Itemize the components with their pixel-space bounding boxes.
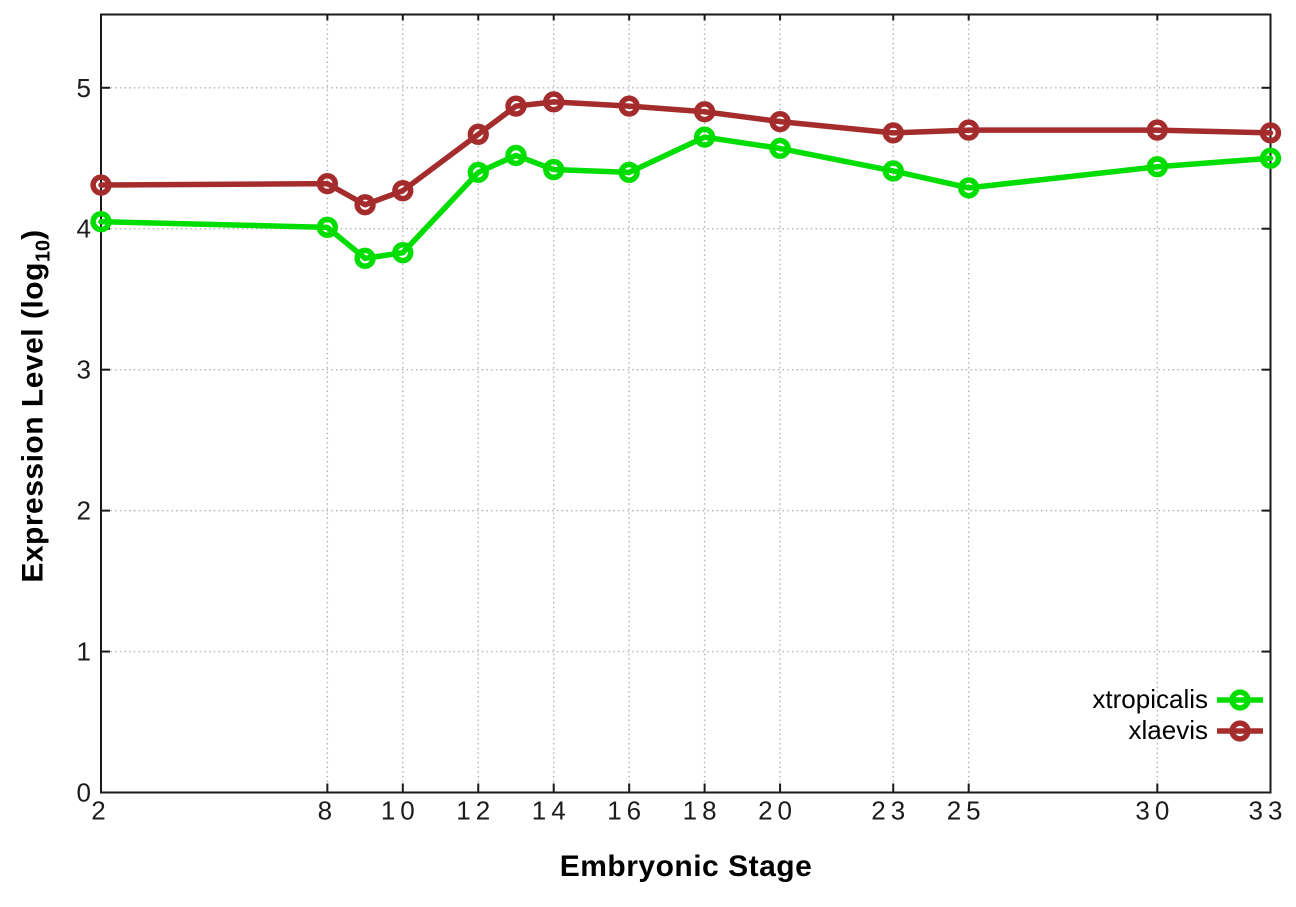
- legend: xtropicalis xlaevis: [1092, 684, 1263, 746]
- data-point-marker-xtropicalis: [769, 137, 791, 160]
- legend-label: xtropicalis: [1092, 684, 1208, 714]
- y-tick-label: 5: [77, 73, 91, 103]
- legend-marker-icon: [1217, 719, 1263, 742]
- data-point-marker-xlaevis: [543, 91, 565, 113]
- y-axis-title: Expression Level (log10): [17, 229, 56, 582]
- x-axis-title: Embryonic Stage: [559, 850, 813, 883]
- legend-marker-icon: [1217, 688, 1263, 711]
- data-point-marker-xtropicalis: [618, 161, 640, 184]
- y-tick-label: 3: [77, 355, 91, 385]
- x-tick-label: 25: [947, 796, 986, 826]
- y-axis-title-subscript: 10: [32, 239, 55, 263]
- data-point-marker-xlaevis: [505, 95, 527, 117]
- x-tick-label: 12: [456, 796, 495, 826]
- data-point-marker-xtropicalis: [958, 177, 980, 199]
- x-tick-label: 10: [381, 796, 420, 826]
- data-point-marker-xtropicalis: [1146, 156, 1168, 178]
- x-tick-label: 33: [1249, 796, 1288, 826]
- x-tick-label: 30: [1135, 796, 1174, 826]
- data-point-marker-xtropicalis: [90, 211, 112, 233]
- x-tick-label: 2: [91, 796, 110, 826]
- legend-item-xtropicalis: xtropicalis: [1092, 684, 1263, 715]
- x-tick-label: 16: [607, 796, 646, 826]
- data-point-marker-xtropicalis: [316, 216, 339, 238]
- data-point-marker-xlaevis: [316, 172, 339, 195]
- data-point-marker-xlaevis: [769, 110, 791, 133]
- x-tick-label: 20: [758, 796, 797, 826]
- data-point-marker-xlaevis: [392, 180, 414, 202]
- series-line-xlaevis: [98, 99, 1274, 208]
- y-tick-label: 4: [77, 214, 91, 244]
- data-point-marker-xlaevis: [882, 122, 904, 144]
- legend-item-xlaevis: xlaevis: [1092, 715, 1263, 746]
- data-point-marker-xtropicalis: [467, 161, 489, 184]
- y-tick-label: 0: [77, 778, 91, 808]
- data-point-marker-xtropicalis: [354, 247, 376, 269]
- plot-border: [100, 13, 1272, 794]
- series-line-xtropicalis: [98, 134, 1274, 262]
- legend-label: xlaevis: [1128, 715, 1208, 745]
- y-axis-title-end: ): [16, 229, 50, 240]
- y-axis-title-main: Expression Level (log: [16, 262, 50, 583]
- data-point-marker-xlaevis: [90, 174, 112, 196]
- data-point-marker-xtropicalis: [1259, 147, 1282, 169]
- x-tick-label: 23: [871, 796, 910, 826]
- data-point-marker-xtropicalis: [882, 160, 904, 182]
- data-point-marker-xtropicalis: [693, 126, 716, 148]
- data-point-marker-xlaevis: [958, 119, 980, 141]
- data-point-marker-xtropicalis: [543, 158, 565, 181]
- x-tick-label: 18: [683, 796, 722, 826]
- data-point-marker-xlaevis: [1259, 122, 1282, 144]
- y-tick-label: 1: [77, 637, 91, 667]
- x-tick-label: 14: [532, 796, 571, 826]
- data-point-marker-xlaevis: [618, 95, 640, 117]
- data-point-marker-xtropicalis: [505, 144, 527, 167]
- data-point-marker-xlaevis: [1146, 119, 1168, 141]
- data-point-marker-xlaevis: [354, 194, 376, 216]
- data-point-marker-xlaevis: [467, 123, 489, 145]
- data-point-marker-xlaevis: [693, 101, 716, 123]
- data-point-marker-xtropicalis: [392, 242, 414, 264]
- x-tick-label: 8: [318, 796, 337, 826]
- y-tick-label: 2: [77, 496, 91, 526]
